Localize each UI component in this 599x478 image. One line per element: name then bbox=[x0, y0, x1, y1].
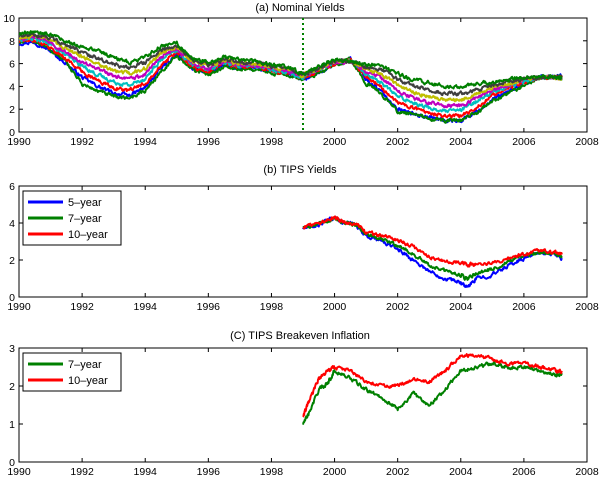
axes-frame bbox=[18, 185, 588, 298]
x-tick-label: 1996 bbox=[197, 136, 221, 148]
x-tick-label: 1994 bbox=[134, 136, 158, 148]
legend: 7–year 10–year bbox=[22, 352, 122, 392]
x-tick-label: 2002 bbox=[386, 301, 410, 313]
axes-frame bbox=[18, 347, 588, 463]
x-tick-label: 2006 bbox=[512, 301, 536, 313]
y-tick-label: 10 bbox=[3, 13, 15, 25]
x-tick-label: 1996 bbox=[197, 301, 221, 313]
x-tick-label: 1994 bbox=[134, 301, 158, 313]
y-tick-label: 2 bbox=[9, 381, 15, 393]
legend-box bbox=[22, 352, 122, 392]
panel-nominal-yields: (a) Nominal Yields 1990 1992 1994 1996 1998 2… bbox=[3, 2, 599, 148]
x-tick-label: 1990 bbox=[7, 466, 31, 478]
x-tick-label: 2004 bbox=[449, 301, 473, 313]
y-tick-label: 3 bbox=[9, 343, 15, 355]
x-tick-label: 1998 bbox=[260, 136, 284, 148]
y-tick-label: 6 bbox=[9, 59, 15, 71]
x-tick-label: 2008 bbox=[575, 466, 599, 478]
x-tick-label: 1992 bbox=[70, 301, 94, 313]
panel-title: (b) TIPS Yields bbox=[263, 164, 337, 176]
series-line-4 bbox=[19, 34, 563, 109]
series-line-0 bbox=[302, 215, 563, 288]
x-tick-label: 2002 bbox=[386, 136, 410, 148]
x-tick-label: 1998 bbox=[260, 301, 284, 313]
x-tick-label: 1998 bbox=[260, 466, 284, 478]
legend-label: 5–year bbox=[68, 197, 102, 209]
x-tick-label: 2008 bbox=[575, 301, 599, 313]
x-tick-label: 2008 bbox=[575, 136, 599, 148]
series-line-0 bbox=[302, 361, 563, 425]
series-line-7 bbox=[19, 30, 563, 90]
x-tick-label: 1994 bbox=[134, 466, 158, 478]
x-tick-label: 2006 bbox=[512, 466, 536, 478]
x-tick-label: 2006 bbox=[512, 136, 536, 148]
y-tick-label: 0 bbox=[9, 127, 15, 139]
y-tick-label: 4 bbox=[9, 218, 15, 230]
legend: 5–year 7–year 10–year bbox=[22, 190, 122, 246]
x-tick-label: 2000 bbox=[323, 301, 347, 313]
series-line-1 bbox=[302, 353, 563, 418]
x-tick-label: 2004 bbox=[449, 466, 473, 478]
legend-label: 10–year bbox=[68, 375, 108, 387]
y-tick-label: 4 bbox=[9, 81, 15, 93]
x-tick-label: 2000 bbox=[323, 466, 347, 478]
panel-title: (C) TIPS Breakeven Inflation bbox=[230, 330, 370, 342]
legend-label: 7–year bbox=[68, 213, 102, 225]
x-tick-label: 1992 bbox=[70, 136, 94, 148]
panel-breakeven-inflation: (C) TIPS Breakeven Inflation 1990 1992 199… bbox=[7, 330, 599, 478]
y-tick-label: 2 bbox=[9, 255, 15, 267]
y-tick-label: 0 bbox=[9, 457, 15, 469]
x-tick-label: 1992 bbox=[70, 466, 94, 478]
y-tick-label: 0 bbox=[9, 292, 15, 304]
series-line-3 bbox=[19, 36, 563, 114]
legend-label: 10–year bbox=[68, 229, 108, 241]
y-tick-label: 1 bbox=[9, 419, 15, 431]
y-tick-label: 6 bbox=[9, 181, 15, 193]
panel-tips-yields: (b) TIPS Yields 1990 1992 1994 1996 1998 2000… bbox=[7, 164, 599, 313]
x-tick-label: 1990 bbox=[7, 136, 31, 148]
series-line-2 bbox=[302, 215, 563, 268]
x-tick-label: 1996 bbox=[197, 466, 221, 478]
legend-label: 7–year bbox=[68, 359, 102, 371]
x-tick-label: 2004 bbox=[449, 136, 473, 148]
y-tick-label: 2 bbox=[9, 104, 15, 116]
y-tick-label: 8 bbox=[9, 36, 15, 48]
x-tick-label: 1990 bbox=[7, 301, 31, 313]
x-tick-label: 2000 bbox=[323, 136, 347, 148]
x-tick-label: 2002 bbox=[386, 466, 410, 478]
panel-title: (a) Nominal Yields bbox=[255, 2, 345, 14]
